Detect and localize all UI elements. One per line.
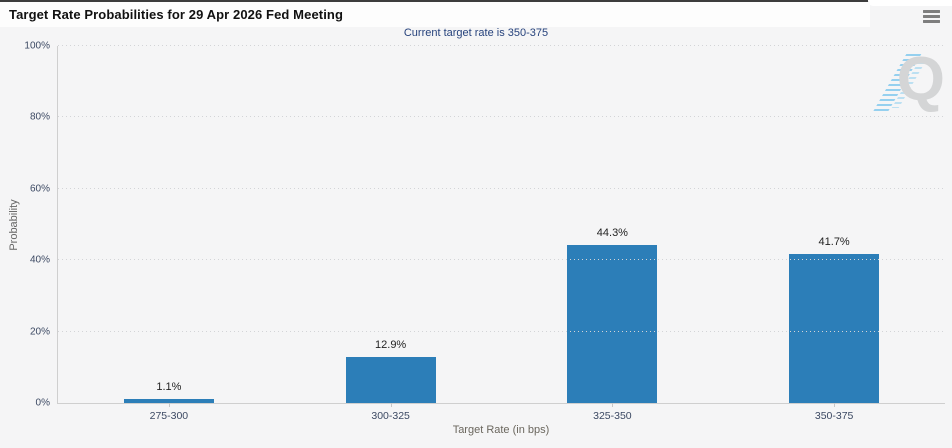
bar-value-label: 44.3% <box>596 226 628 239</box>
gridline <box>58 116 945 118</box>
bar-value-label: 1.1% <box>156 381 182 394</box>
probability-bar[interactable] <box>567 244 658 403</box>
chart-header: Target Rate Probabilities for 29 Apr 202… <box>0 2 870 27</box>
y-tick-label: 100% <box>24 40 50 52</box>
y-tick-label: 60% <box>29 183 50 195</box>
bar-value-label: 41.7% <box>818 236 850 249</box>
y-axis-title: Probability <box>8 199 20 251</box>
hamburger-bar <box>923 20 940 23</box>
gridline <box>58 259 945 261</box>
x-category-label: 350-375 <box>814 410 854 422</box>
x-axis-tick <box>390 403 392 407</box>
hamburger-menu-icon[interactable] <box>923 10 940 23</box>
gridline <box>58 330 945 332</box>
x-axis-tick <box>612 403 614 407</box>
bar-column: 1.1% 275-300 <box>58 46 280 422</box>
bar-column: 12.9% 300-325 <box>280 46 502 422</box>
hamburger-bar <box>923 10 940 13</box>
x-axis-title: Target Rate (in bps) <box>452 424 550 436</box>
y-tick-label: 0% <box>35 397 50 409</box>
plot-area: 1.1% 275-300 12.9% 300-325 44.3% 325-350 41.7%… <box>24 41 945 422</box>
y-tick-label: 40% <box>29 254 50 266</box>
chart-subtitle: Current target rate is 350-375 <box>403 27 549 39</box>
x-category-label: 275-300 <box>149 410 189 422</box>
y-tick-label: 20% <box>29 326 50 338</box>
bar-columns: 1.1% 275-300 12.9% 300-325 44.3% 325-350 41.7%… <box>58 46 945 422</box>
bar-value-label: 12.9% <box>375 338 407 351</box>
y-tick-label: 80% <box>29 111 50 123</box>
probability-bar[interactable] <box>123 399 214 403</box>
bar-column: 41.7% 350-375 <box>723 46 945 422</box>
bar-column: 44.3% 325-350 <box>502 46 724 422</box>
page-title: Target Rate Probabilities for 29 Apr 202… <box>9 7 343 22</box>
probability-bar[interactable] <box>789 254 880 403</box>
x-category-label: 300-325 <box>371 410 410 422</box>
top-right-corner <box>868 0 952 6</box>
gridline <box>58 45 945 46</box>
probability-bar[interactable] <box>345 356 436 403</box>
top-border <box>0 0 870 2</box>
x-axis-tick <box>168 403 170 407</box>
hamburger-bar <box>923 15 940 18</box>
x-category-label: 325-350 <box>593 410 632 422</box>
gridline <box>58 187 945 189</box>
x-axis-tick <box>834 403 836 407</box>
